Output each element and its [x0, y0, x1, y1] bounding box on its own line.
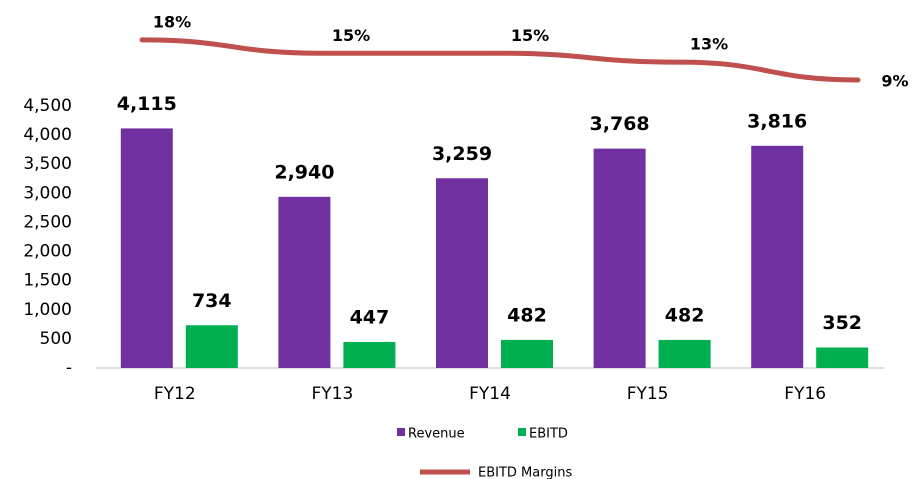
margin-line	[139, 37, 861, 83]
value-label: 2,940	[274, 161, 334, 183]
value-label: 3,816	[747, 110, 807, 132]
value-label: 482	[665, 304, 705, 326]
value-label: 3,259	[432, 143, 492, 165]
legend-label: Revenue	[408, 427, 465, 442]
value-label: 734	[192, 290, 232, 312]
value-label: 3,768	[590, 113, 650, 135]
y-tick-label: 3,000	[23, 183, 72, 203]
x-tick-label: FY16	[784, 384, 826, 404]
bar	[593, 148, 646, 368]
y-tick-label: 4,000	[23, 125, 72, 145]
bar	[278, 196, 331, 368]
y-tick-label: 2,500	[23, 212, 72, 232]
y-tick-label: 3,500	[23, 154, 72, 174]
bar	[120, 128, 173, 368]
x-tick-label: FY15	[627, 384, 669, 404]
y-tick-label: 2,000	[23, 242, 72, 262]
value-label: 18%	[153, 12, 191, 31]
bar	[501, 339, 553, 368]
bar	[658, 339, 711, 368]
value-label: 15%	[511, 26, 549, 45]
legend-label: EBITD Margins	[478, 466, 572, 479]
y-tick-label: -	[66, 358, 72, 378]
x-tick-label: FY12	[154, 384, 196, 404]
value-label: 15%	[332, 26, 370, 45]
x-tick-label: FY13	[312, 384, 354, 404]
bar	[343, 341, 396, 368]
legend-swatch	[397, 428, 405, 436]
y-tick-label: 4,500	[23, 96, 72, 116]
value-label: 352	[822, 312, 862, 334]
value-label: 4,115	[117, 93, 177, 115]
y-tick-label: 1,000	[23, 300, 72, 320]
value-label: 447	[350, 306, 390, 328]
value-label: 482	[507, 304, 547, 326]
legend-swatch	[518, 428, 526, 436]
bar	[751, 145, 804, 368]
bar	[436, 178, 488, 368]
y-tick-label: 500	[40, 329, 72, 349]
legend-label: EBITD	[529, 427, 568, 442]
value-label: 13%	[690, 35, 728, 54]
y-tick-label: 1,500	[23, 271, 72, 291]
x-tick-label: FY14	[469, 384, 511, 404]
bar	[185, 325, 238, 368]
bar	[816, 347, 869, 368]
value-label: 9%	[881, 71, 908, 90]
